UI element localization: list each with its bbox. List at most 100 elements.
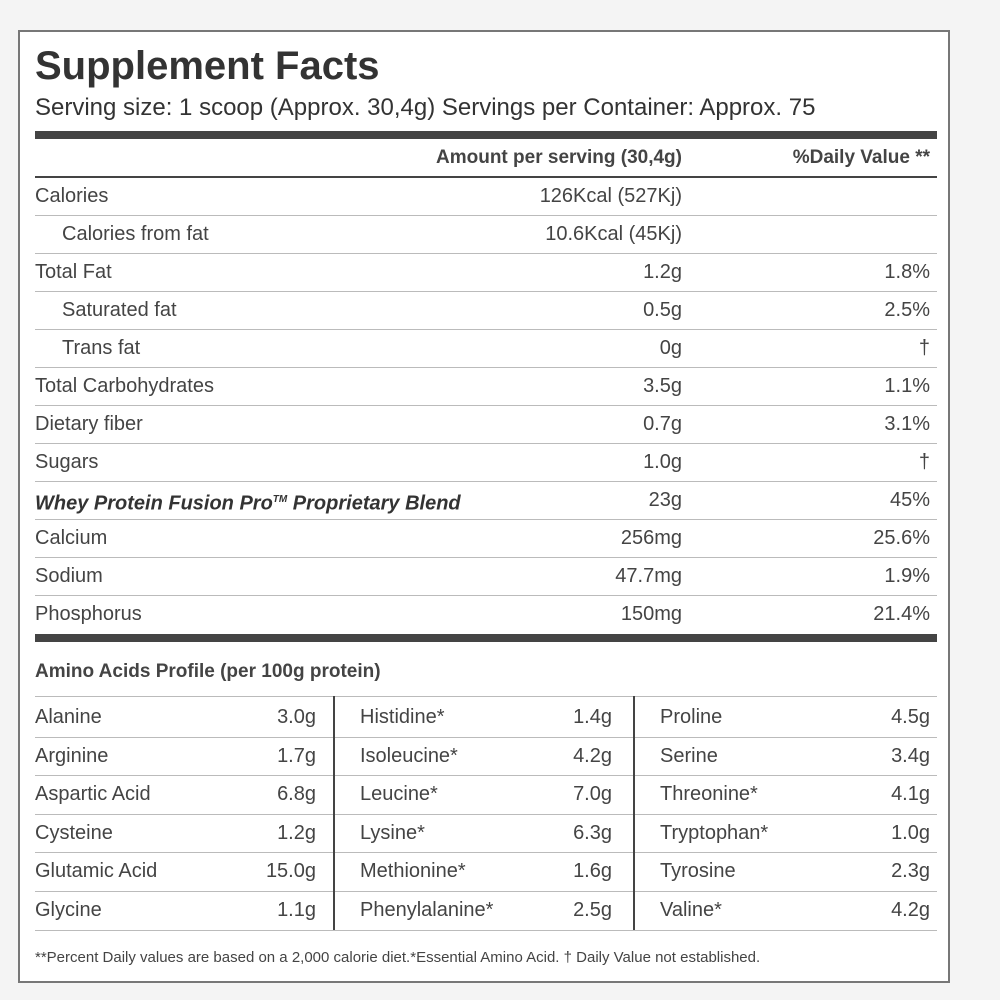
amino-rule (35, 696, 937, 697)
column-divider (633, 696, 635, 930)
daily-value: 1.9% (884, 565, 930, 587)
blend-name-end: Proprietary Blend (287, 492, 461, 515)
dv-header: %Daily Value ** (792, 147, 930, 168)
amino-row-rule (35, 736, 937, 738)
amino-name: Histidine* (360, 706, 445, 728)
row-rule (35, 443, 937, 444)
amino-amount: 6.3g (573, 821, 612, 844)
blend-name: Whey Protein Fusion ProTM Proprietary Bl… (35, 487, 461, 515)
amino-amount: 2.3g (891, 860, 930, 883)
row-rule (35, 215, 937, 216)
amino-name: Glutamic Acid (35, 860, 158, 883)
nutrient-name: Sugars (35, 451, 99, 473)
blend-name-start: Whey Protein Fusion Pro (35, 492, 273, 515)
amino-row-rule (35, 852, 937, 854)
nutrient-name: Calories from fat (62, 223, 209, 245)
amount-header: Amount per serving (30,4g) (436, 147, 682, 168)
amino-name: Aspartic Acid (35, 783, 151, 806)
amino-amount: 15.0g (265, 860, 316, 883)
daily-value: 21.4% (873, 603, 930, 625)
daily-value: † (918, 337, 930, 359)
row-rule (35, 253, 937, 254)
amino-amount: 1.4g (573, 706, 612, 728)
nutrient-name: Dietary fiber (35, 413, 143, 435)
row-rule (35, 519, 937, 520)
row-rule (35, 329, 937, 330)
amino-amount: 1.6g (573, 860, 612, 883)
amino-amount: 4.2g (573, 744, 612, 767)
daily-value: † (918, 451, 930, 473)
amino-row-rule (35, 775, 937, 777)
title: Supplement Facts (35, 44, 380, 88)
amino-name: Leucine* (360, 783, 438, 806)
amino-name: Alanine (35, 706, 102, 728)
amount: 23g (648, 489, 682, 511)
amount: 126Kcal (527Kj) (539, 185, 682, 207)
amino-amount: 4.2g (891, 899, 930, 921)
column-divider (333, 696, 335, 930)
row-rule (35, 367, 937, 368)
amino-name: Threonine* (660, 783, 758, 806)
amount: 256mg (620, 527, 682, 549)
thick-rule (35, 131, 937, 139)
amount: 150mg (620, 603, 682, 625)
daily-value: 25.6% (873, 527, 930, 549)
label-box (18, 30, 950, 983)
row-rule (35, 557, 937, 558)
amino-amount: 3.0g (277, 706, 316, 728)
amount: 3.5g (643, 375, 682, 397)
amino-amount: 7.0g (573, 783, 612, 806)
amino-name: Methionine* (360, 860, 466, 883)
amino-name: Proline (660, 706, 723, 728)
amino-amount: 2.5g (573, 899, 612, 921)
daily-value: 1.1% (884, 375, 930, 397)
amino-name: Lysine* (360, 821, 425, 844)
serving-info: Serving size: 1 scoop (Approx. 30,4g) Se… (35, 94, 816, 121)
amino-name: Serine (660, 744, 718, 767)
daily-value: 3.1% (884, 413, 930, 435)
amino-name: Cysteine (35, 821, 113, 844)
amino-name: Phenylalanine* (360, 899, 494, 921)
amino-amount: 1.1g (277, 899, 316, 921)
amount: 1.0g (643, 451, 682, 473)
nutrient-name: Saturated fat (62, 299, 177, 321)
daily-value: 1.8% (884, 261, 930, 283)
amino-name: Arginine (35, 744, 109, 767)
amino-amount: 1.7g (277, 744, 316, 767)
thick-rule (35, 634, 937, 642)
amount: 10.6Kcal (45Kj) (545, 223, 682, 245)
amino-amount: 3.4g (891, 744, 930, 767)
amino-amount: 1.2g (277, 821, 316, 844)
amino-title: Amino Acids Profile (per 100g protein) (35, 661, 381, 682)
nutrient-name: Calcium (35, 527, 108, 549)
amino-bottom-rule (35, 930, 937, 931)
nutrient-name: Trans fat (62, 337, 141, 359)
amount: 0g (659, 337, 682, 359)
nutrient-name: Calories (35, 185, 109, 207)
amino-amount: 4.5g (891, 706, 930, 728)
header-rule (35, 176, 937, 178)
amino-name: Valine* (660, 899, 722, 921)
amount: 47.7mg (615, 565, 682, 587)
row-rule (35, 481, 937, 482)
row-rule (35, 405, 937, 406)
nutrient-name: Total Carbohydrates (35, 375, 214, 397)
daily-value: 45% (889, 489, 930, 511)
amount: 1.2g (643, 261, 682, 283)
row-rule (35, 291, 937, 292)
amino-name: Isoleucine* (360, 744, 458, 767)
daily-value: 2.5% (884, 299, 930, 321)
amount: 0.5g (643, 299, 682, 321)
footnote: **Percent Daily values are based on a 2,… (35, 949, 761, 966)
amino-name: Glycine (35, 899, 102, 921)
nutrient-name: Phosphorus (35, 603, 142, 625)
amino-name: Tyrosine (660, 860, 736, 883)
amino-name: Tryptophan* (660, 821, 769, 844)
amino-amount: 6.8g (277, 783, 316, 806)
amount: 0.7g (643, 413, 682, 435)
amino-row-rule (35, 813, 937, 815)
nutrient-name: Total Fat (35, 261, 112, 283)
row-rule (35, 595, 937, 596)
amino-amount: 1.0g (891, 821, 930, 844)
